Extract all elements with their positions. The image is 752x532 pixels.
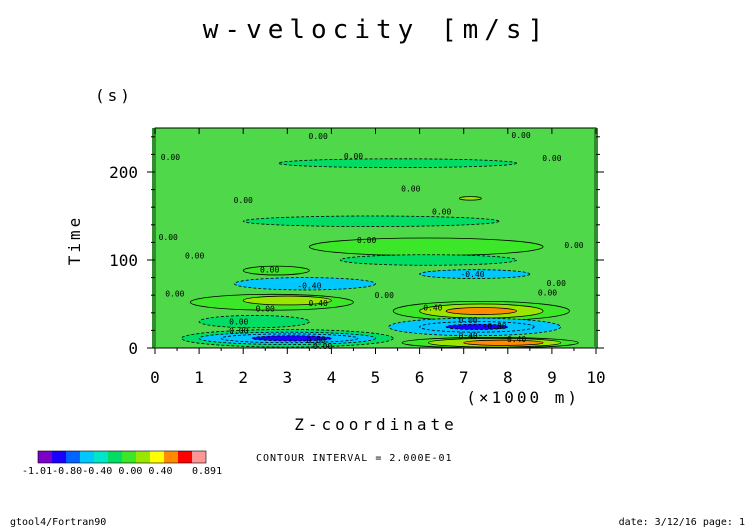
colorbar-swatch-10 xyxy=(178,451,192,463)
contour-interval: CONTOUR INTERVAL = 2.000E-01 xyxy=(256,453,453,464)
x-axis-label: Z-coordinate xyxy=(294,415,458,434)
x-tick-label-4: 4 xyxy=(327,368,337,387)
colorbar-swatch-5 xyxy=(108,451,122,463)
contour-label-7: 0.00 xyxy=(432,208,451,217)
contour-labels: 0.00 0.000.00 0.00 0.000.000.000.000.00 0.00… xyxy=(159,131,584,351)
colorbar-swatch-11 xyxy=(192,451,206,463)
contour-label-9: 0.00 xyxy=(357,236,376,245)
contour-region-7 xyxy=(233,277,376,291)
x-tick-label-8: 8 xyxy=(503,368,513,387)
contour-region-16 xyxy=(445,323,509,330)
contour-label-17: 0.00 xyxy=(375,291,394,300)
contour-label-26: -0.80 xyxy=(483,322,507,331)
x-axis-unit: (×1000 m) xyxy=(466,388,580,407)
contour-label-13: -0.40 xyxy=(460,270,484,279)
contour-label-1: 0.00 xyxy=(511,131,530,140)
contour-label-3: 0.00 xyxy=(344,152,363,161)
contour-region-23 xyxy=(463,339,544,346)
contour-label-19: 0.40 xyxy=(309,299,328,308)
colorbar-swatch-6 xyxy=(122,451,136,463)
contour-label-18: 0.00 xyxy=(538,289,557,298)
x-tick-label-6: 6 xyxy=(415,368,425,387)
contour-label-2: 0.00 xyxy=(161,153,180,162)
colorbar-max: 0.891 xyxy=(192,466,222,477)
contour-label-14: 0.00 xyxy=(547,279,566,288)
footer-right: date: 3/12/16 page: 1 xyxy=(619,517,745,528)
footer-left: gtool4/Fortran90 xyxy=(10,517,106,528)
contour-region-4 xyxy=(339,254,518,266)
contour-region-0 xyxy=(278,158,518,169)
y-tick-label-100: 100 xyxy=(109,251,138,270)
x-tick-label-10: 10 xyxy=(586,368,605,387)
contour-label-29: 0.00 xyxy=(313,342,332,351)
x-tick-label-1: 1 xyxy=(194,368,204,387)
contour-region-20 xyxy=(251,335,332,342)
colorbar-swatch-1 xyxy=(52,451,66,463)
colorbar-swatch-4 xyxy=(94,451,108,463)
x-tick-label-7: 7 xyxy=(459,368,469,387)
contour-label-20: 0.00 xyxy=(256,304,275,313)
y-axis-label: Time xyxy=(65,215,84,266)
colorbar-swatch-9 xyxy=(164,451,178,463)
contour-label-0: 0.00 xyxy=(309,132,328,141)
contour-label-12: 0.00 xyxy=(260,266,279,275)
contour-label-16: 0.00 xyxy=(165,289,184,298)
contour-label-4: 0.00 xyxy=(542,154,561,163)
contour-region-13 xyxy=(198,315,310,329)
colorbar-levels: -1.01-0.80-0.40 0.00 0.40 xyxy=(22,466,173,477)
right-edge-strip xyxy=(594,128,598,348)
left-edge-strip xyxy=(152,128,156,348)
contour-label-21: 0.40 xyxy=(423,304,442,313)
contour-label-23: 0.00 xyxy=(458,316,477,325)
contour-region-12 xyxy=(445,307,518,315)
colorbar-swatch-8 xyxy=(150,451,164,463)
colorbar-swatch-2 xyxy=(66,451,80,463)
y-axis-unit: (s) xyxy=(95,86,133,105)
contour-region-9 xyxy=(242,295,332,306)
colorbar xyxy=(37,450,207,464)
contour-region-2 xyxy=(458,196,482,201)
x-tick-label-5: 5 xyxy=(371,368,381,387)
contour-label-8: 0.00 xyxy=(159,233,178,242)
y-tick-label-200: 200 xyxy=(109,163,138,182)
colorbar-swatch-3 xyxy=(80,451,94,463)
colorbar-swatch-0 xyxy=(38,451,52,463)
chart-title: w-velocity [m/s] xyxy=(203,15,549,45)
contour-label-24: 0.00 xyxy=(229,326,248,335)
contour-label-6: 0.00 xyxy=(234,196,253,205)
x-tick-label-0: 0 xyxy=(150,368,160,387)
contour-region-6 xyxy=(242,265,310,276)
contour-label-22: 0.00 xyxy=(229,318,248,327)
contour-label-10: 0.00 xyxy=(564,241,583,250)
contour-label-5: 0.00 xyxy=(401,185,420,194)
x-tick-label-3: 3 xyxy=(282,368,292,387)
colorbar-frame xyxy=(37,450,207,464)
y-axis-ticks: 0 100 200 xyxy=(109,136,604,358)
contour-region-5 xyxy=(419,269,531,279)
contour-label-28: 0.40 xyxy=(507,335,526,344)
colorbar-swatch-7 xyxy=(136,451,150,463)
x-tick-label-9: 9 xyxy=(547,368,557,387)
contour-label-25: -0.80 xyxy=(302,336,326,345)
contour-label-27: 0.40 xyxy=(458,332,477,341)
x-axis-ticks: 0 1 2 3 4 5 6 7 8 9 10 xyxy=(150,128,606,387)
y-tick-label-0: 0 xyxy=(128,339,138,358)
x-tick-label-2: 2 xyxy=(238,368,248,387)
contour-region-3 xyxy=(308,237,544,257)
plot-area: 0.00 0.000.00 0.00 0.000.000.000.000.00 0.00… xyxy=(152,127,598,351)
contour-label-11: 0.00 xyxy=(185,252,204,261)
contour-label-15: -0.40 xyxy=(297,282,321,291)
contour-regions xyxy=(181,158,579,349)
contour-region-1 xyxy=(242,215,500,227)
